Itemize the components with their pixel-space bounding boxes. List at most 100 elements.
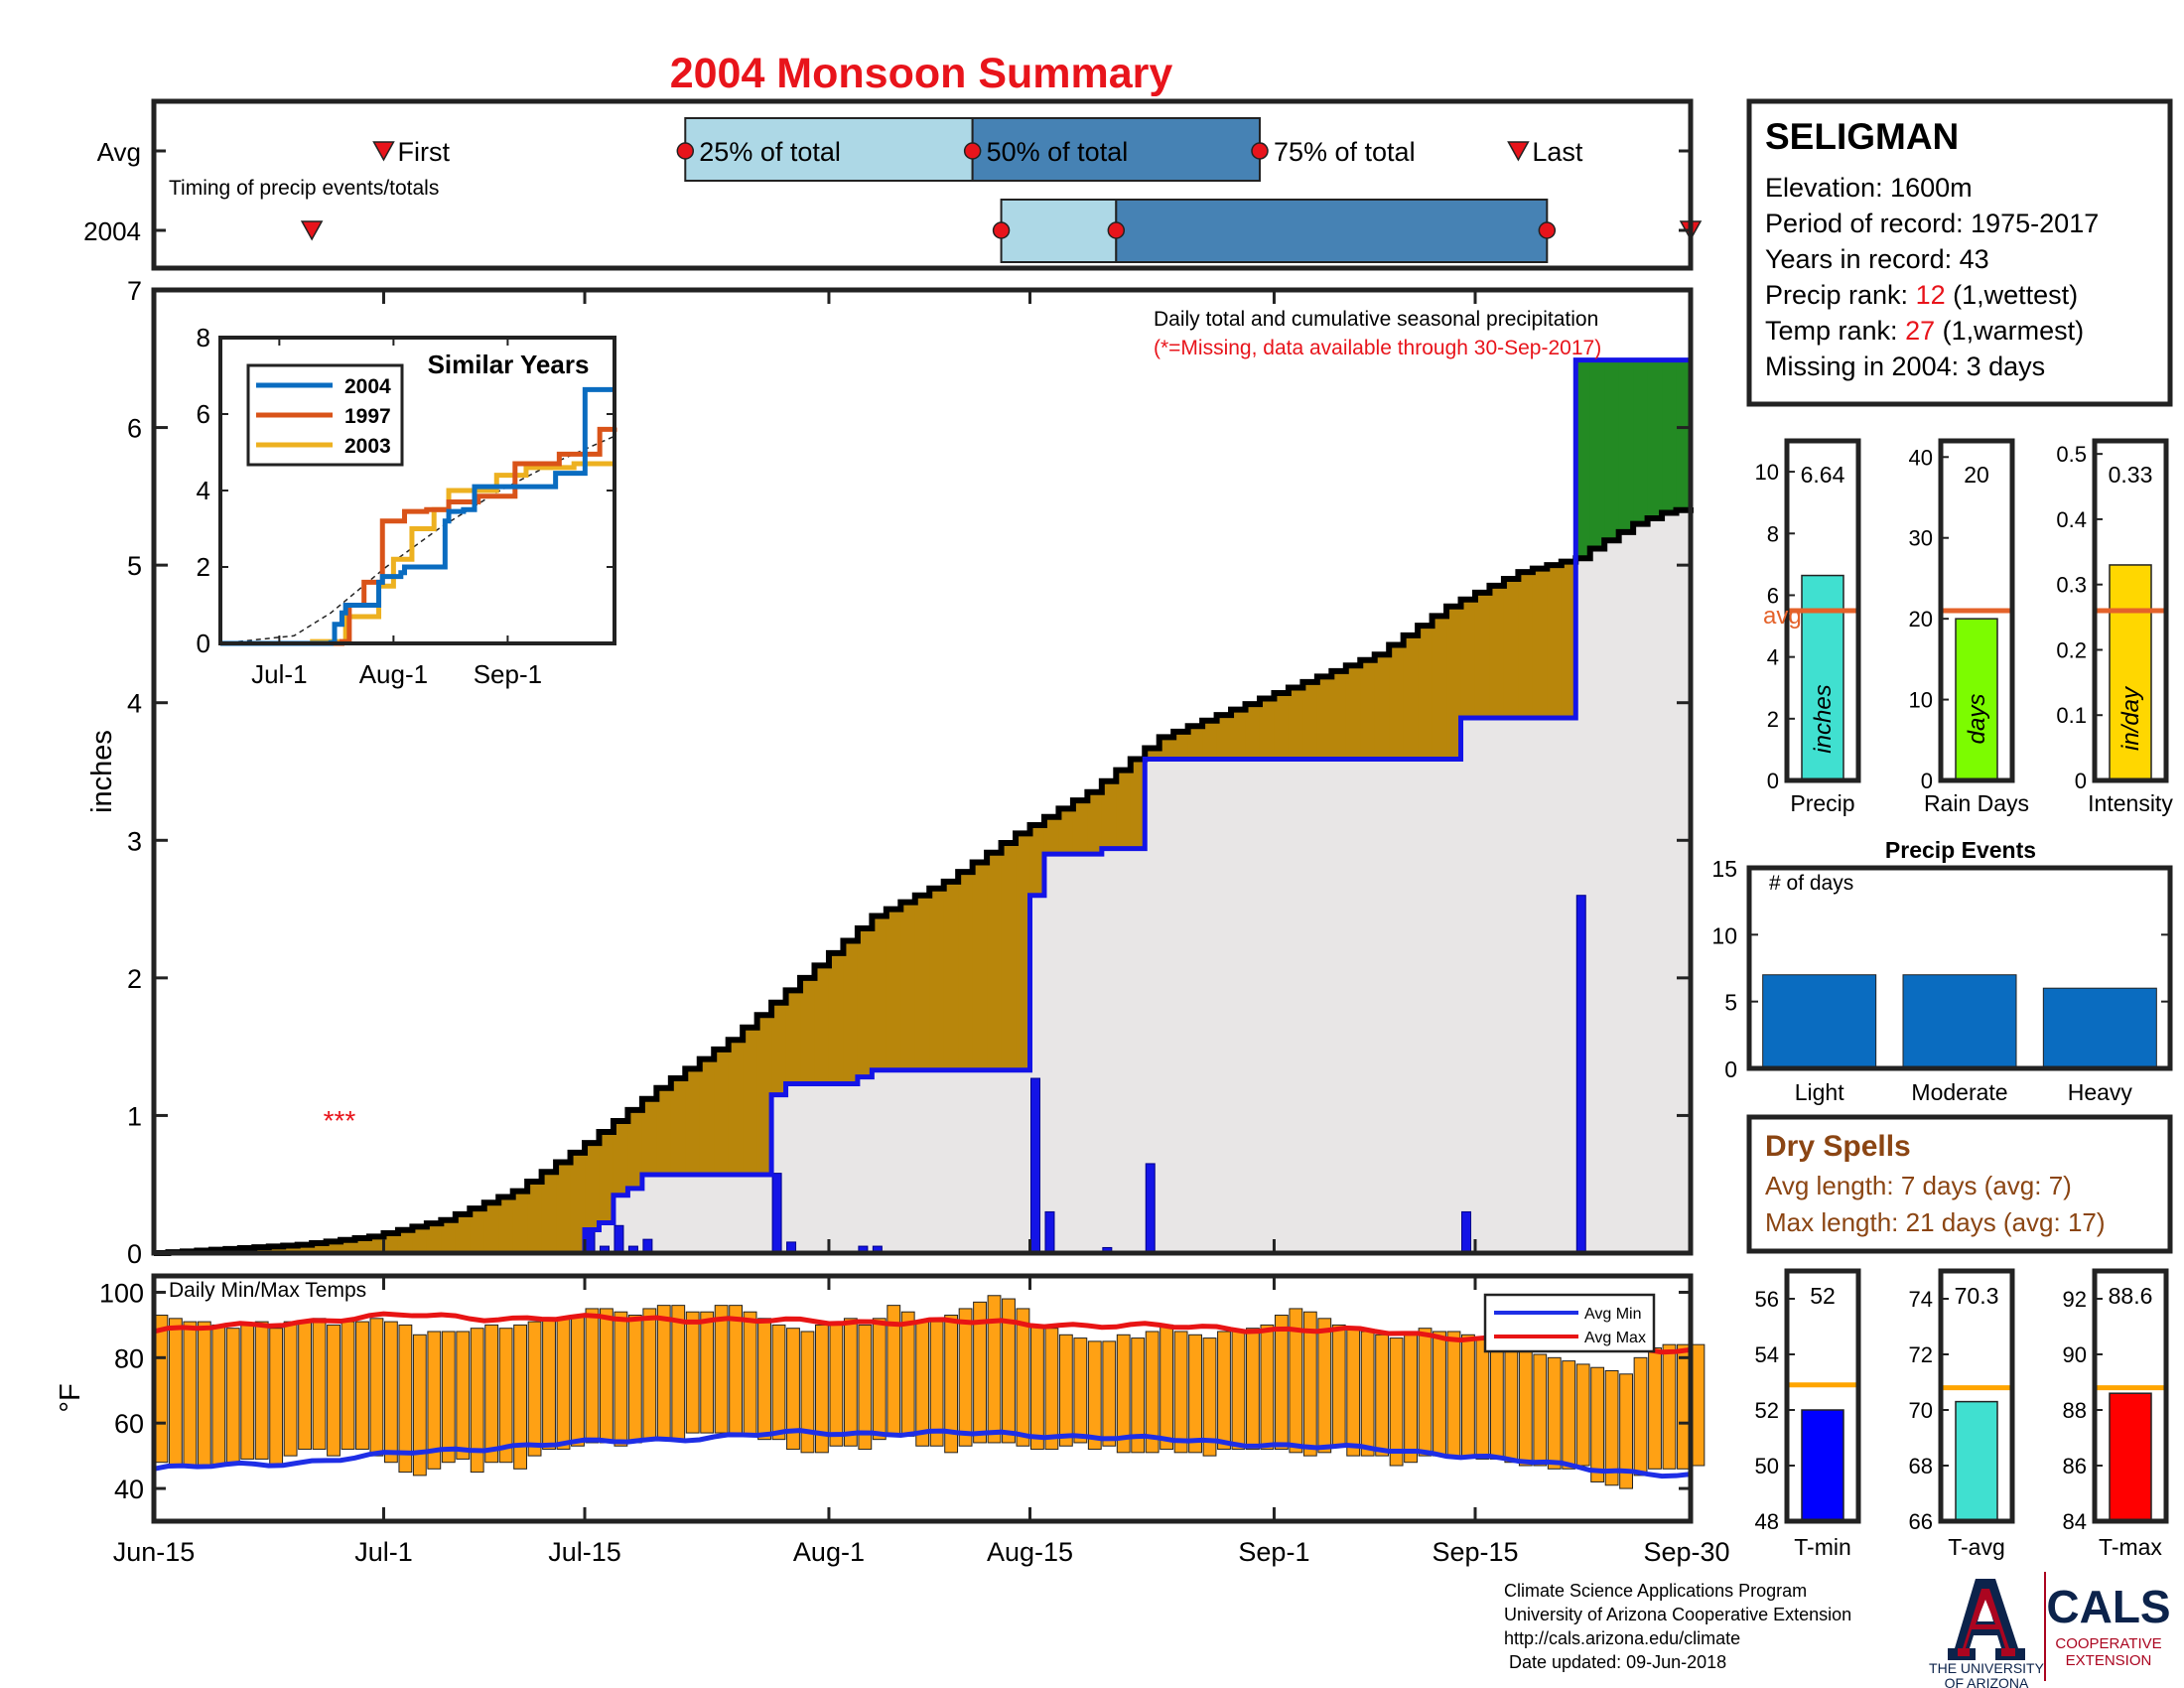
daily-temp-bar (929, 1321, 944, 1447)
inset-xtick-label: Sep-1 (474, 659, 542, 689)
temp-ytick-label: 100 (99, 1278, 144, 1308)
daily-temp-bar (858, 1324, 873, 1451)
below-average-area (426, 1223, 442, 1253)
daily-temp-bar (1202, 1337, 1217, 1457)
daily-temp-bar (398, 1324, 413, 1474)
below-average-area (1418, 626, 1433, 760)
daily-temp-bar (987, 1295, 1002, 1444)
station-years: Years in record: 43 (1765, 244, 1989, 274)
avg-max-temp-line (153, 1311, 1692, 1355)
below-average-area (900, 902, 916, 1070)
stat-raindays-ytick-label: 20 (1909, 607, 1933, 632)
cumulative-base-area (1604, 540, 1620, 1253)
daily-temp-bar (900, 1311, 915, 1437)
daily-temp-bar (1475, 1337, 1490, 1460)
below-average-area (498, 1196, 514, 1253)
below-average-area (1561, 561, 1576, 718)
inset-ytick-label: 0 (197, 629, 210, 658)
below-average-area (383, 1233, 399, 1253)
below-average-area (1159, 737, 1174, 760)
temp-summary-tmax-ytick-label: 86 (2063, 1454, 2087, 1478)
below-average-area (1460, 599, 1476, 718)
daily-temp-bar (556, 1318, 571, 1451)
cumulative-base-area (699, 1175, 715, 1253)
timing-percentile-dot (963, 142, 982, 160)
cumulative-base-area (1058, 854, 1074, 1253)
footer: Climate Science Applications Program Uni… (1504, 1572, 2171, 1688)
page-title: 2004 Monsoon Summary (670, 50, 1173, 97)
inset-ytick-label: 2 (197, 552, 210, 582)
cumulative-base-area (1647, 518, 1663, 1253)
daily-temp-bar (1274, 1315, 1289, 1451)
below-average-area (1101, 780, 1117, 849)
cumulative-base-area (714, 1175, 730, 1253)
xtick-label: Sep-15 (1432, 1537, 1518, 1567)
timing-2004-50-75-bar (1115, 199, 1549, 263)
daily-temp-bar (1188, 1334, 1202, 1454)
temp-summary-tavg-frame (1938, 1268, 2015, 1524)
stat-precip-label: Precip (1790, 790, 1854, 816)
stat-intensity-ytick-label: 0.5 (2056, 442, 2087, 467)
ua-logo: A THE UNIVERSITY OF ARIZONA (1929, 1579, 2045, 1688)
below-average-area (312, 1243, 328, 1253)
station-info-frame (1746, 98, 2173, 407)
xtick-label: Jul-1 (354, 1537, 413, 1567)
above-average-area (1662, 359, 1678, 513)
below-average-area (857, 927, 873, 1077)
timing-avg-25-50-bar (684, 117, 974, 182)
timing-percentile-dot (676, 142, 695, 160)
daily-temp-bar (484, 1324, 499, 1464)
inset-legend-2004: 2004 (344, 375, 391, 398)
stat-precip-unit: inches (1810, 684, 1837, 753)
daily-temp-bar (800, 1331, 815, 1454)
temp-summary-tmax-ytick-label: 92 (2063, 1287, 2087, 1312)
daily-temp-bar (1590, 1366, 1605, 1482)
daily-temp-bar (1073, 1337, 1088, 1444)
dry-spells-panel: Dry Spells Avg length: 7 days (avg: 7) M… (1746, 1114, 2173, 1254)
below-average-area (972, 862, 988, 1070)
footer-url[interactable]: http://cals.arizona.edu/climate (1504, 1628, 1740, 1648)
daily-temp-bar (843, 1318, 858, 1447)
temp-summary-tmax: 84 86 88 90 92 88.6 T-max (2063, 1268, 2169, 1560)
cumulative-base-area (886, 1069, 901, 1253)
inset-series-2003 (220, 461, 614, 646)
below-average-area (771, 1002, 787, 1095)
below-average-area (512, 1191, 528, 1253)
xtick-label: Jun-15 (113, 1537, 196, 1567)
timing-year-row-label: 2004 (83, 216, 141, 246)
cumulative-base-area (1072, 854, 1088, 1253)
below-average-area (570, 1152, 586, 1253)
temp-summary-tmax-bar (2109, 1392, 2152, 1522)
xtick-label: Sep-30 (1643, 1537, 1729, 1567)
temp-summary-tmax-value: 88.6 (2109, 1283, 2153, 1309)
cumulative-base-area (1418, 759, 1433, 1253)
cumulative-base-area (1216, 759, 1232, 1253)
below-average-area (1532, 568, 1548, 718)
cumulative-base-area (1043, 854, 1060, 1253)
footer-date: Date updated: 09-Jun-2018 (1504, 1652, 1726, 1672)
daily-temp-bar (599, 1308, 614, 1444)
inset-xtick-label: Jul-1 (251, 659, 307, 689)
below-average-area (1202, 720, 1218, 760)
above-average-area (1618, 359, 1634, 532)
timing-percentile-dot (1538, 221, 1557, 239)
daily-temp-bar (369, 1318, 384, 1457)
below-average-area (1302, 681, 1318, 760)
daily-temp-bar (685, 1311, 700, 1434)
below-average-area (1547, 565, 1563, 718)
main-ytick-label: 6 (127, 414, 142, 444)
stat-intensity-unit: in/day (2117, 685, 2144, 751)
below-average-area (1216, 715, 1232, 760)
stat-intensity-frame (2092, 438, 2169, 783)
above-average-area (1575, 359, 1591, 559)
daily-temp-bar (714, 1305, 729, 1434)
daily-temp-bar (729, 1305, 744, 1434)
below-average-area (1001, 843, 1017, 1070)
stat-intensity: 0 0.1 0.2 0.3 0.4 0.5 0.33 Intensity in/day (2056, 438, 2173, 816)
below-average-area (1331, 670, 1347, 760)
inset-legend-2003: 2003 (344, 435, 391, 458)
daily-temp-bar (1547, 1356, 1562, 1470)
below-average-area (685, 1068, 701, 1176)
cumulative-base-area (1676, 509, 1692, 1253)
temp-summary-tmax-label: T-max (2099, 1534, 2162, 1560)
